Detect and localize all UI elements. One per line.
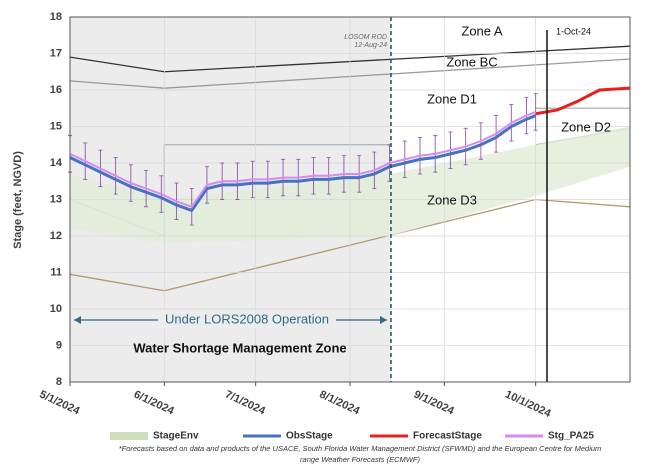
legend-label: ForecastStage: [413, 431, 482, 442]
x-tick-label: 6/1/2024: [132, 388, 177, 417]
y-tick-label: 15: [50, 120, 62, 132]
oct-label: 1-Oct-24: [556, 26, 591, 36]
series-line: [535, 86, 631, 116]
series-line: [69, 114, 537, 212]
rod-date: 12-Aug-24: [354, 42, 387, 49]
y-tick-label: 17: [50, 47, 62, 59]
legend-swatch: [110, 432, 148, 440]
y-axis-label: Stage (feet, NGVD): [12, 151, 24, 249]
footnote: *Forecasts based on data and products of…: [119, 444, 602, 453]
series-line: [69, 110, 537, 208]
y-tick-label: 16: [50, 84, 62, 96]
y-tick-label: 12: [50, 230, 62, 242]
y-tick-label: 11: [50, 266, 62, 278]
x-tick-label: 5/1/2024: [38, 388, 83, 417]
x-tick-label: 7/1/2024: [223, 388, 268, 417]
rod-label: LOSOM ROD: [344, 34, 387, 41]
zone-label: Zone BC: [446, 54, 497, 69]
legend-label: Stg_PA25: [548, 431, 594, 442]
y-tick-label: 14: [50, 157, 63, 169]
operation-label: Under LORS2008 Operation: [165, 311, 329, 326]
y-tick-label: 8: [56, 376, 62, 388]
footnote: range Weather Forecasts (ECMWF): [300, 455, 420, 464]
x-tick-label: 9/1/2024: [412, 388, 457, 417]
wsm-label: Water Shortage Management Zone: [133, 340, 346, 355]
label-bg: [158, 311, 336, 329]
y-tick-label: 13: [50, 193, 62, 205]
zone-label: Zone D3: [427, 192, 477, 207]
y-tick-label: 9: [56, 339, 62, 351]
zone-label: Zone D2: [561, 119, 611, 134]
x-tick-label: 8/1/2024: [318, 388, 363, 417]
legend-label: StageEnv: [153, 431, 199, 442]
y-tick-label: 10: [50, 303, 62, 315]
zone-label: Zone A: [461, 23, 503, 38]
zone-label: Zone D1: [427, 91, 477, 106]
legend-label: ObsStage: [286, 431, 333, 442]
x-tick-label: 10/1/2024: [503, 388, 553, 420]
plot-frame: [69, 16, 631, 383]
y-tick-label: 18: [50, 11, 62, 23]
